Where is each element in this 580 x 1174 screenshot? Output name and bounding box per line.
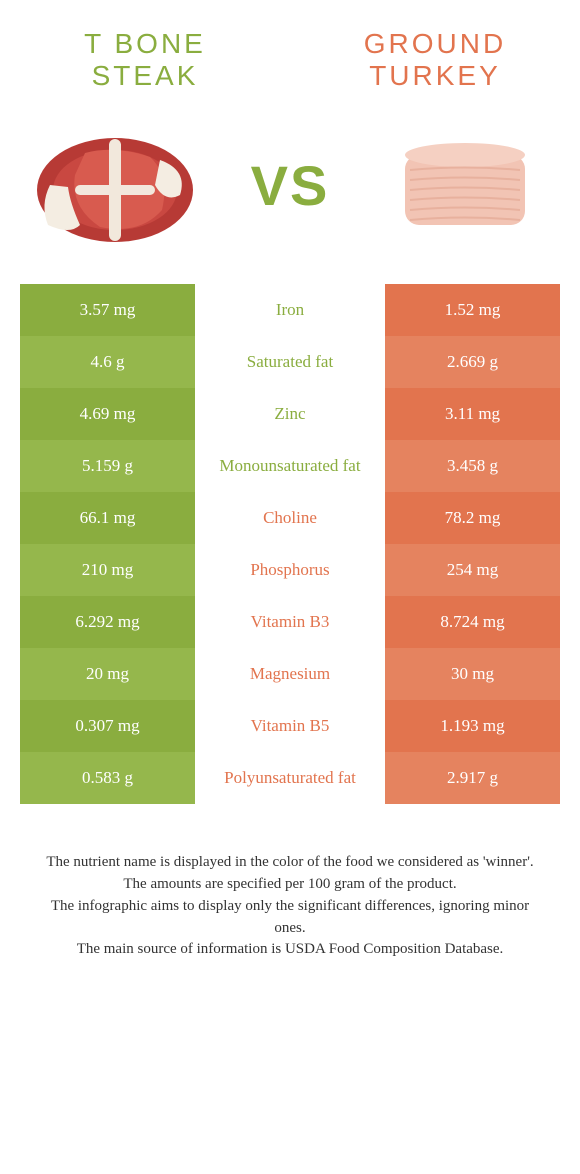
right-value: 1.193 mg: [385, 700, 560, 752]
nutrient-label: Polyunsaturated fat: [195, 752, 385, 804]
left-value: 4.69 mg: [20, 388, 195, 440]
right-food-title: GROUND TURKEY: [290, 28, 580, 92]
right-value: 3.458 g: [385, 440, 560, 492]
vs-label: VS: [251, 153, 330, 218]
nutrient-label: Choline: [195, 492, 385, 544]
footnote-4: The main source of information is USDA F…: [34, 939, 546, 961]
images-row: VS: [0, 92, 580, 284]
left-value: 5.159 g: [20, 440, 195, 492]
nutrient-label: Vitamin B5: [195, 700, 385, 752]
left-food-line2: STEAK: [92, 60, 199, 91]
table-row: 210 mgPhosphorus254 mg: [20, 544, 560, 596]
left-value: 4.6 g: [20, 336, 195, 388]
right-food-line1: GROUND: [364, 28, 506, 59]
nutrient-label: Iron: [195, 284, 385, 336]
left-value: 0.307 mg: [20, 700, 195, 752]
table-row: 5.159 gMonounsaturated fat3.458 g: [20, 440, 560, 492]
table-row: 0.583 gPolyunsaturated fat2.917 g: [20, 752, 560, 804]
table-row: 4.6 gSaturated fat2.669 g: [20, 336, 560, 388]
nutrient-label: Zinc: [195, 388, 385, 440]
table-row: 4.69 mgZinc3.11 mg: [20, 388, 560, 440]
right-value: 3.11 mg: [385, 388, 560, 440]
left-food-image: [20, 110, 210, 260]
right-food-line2: TURKEY: [369, 60, 501, 91]
nutrient-label: Saturated fat: [195, 336, 385, 388]
nutrient-label: Monounsaturated fat: [195, 440, 385, 492]
table-row: 66.1 mgCholine78.2 mg: [20, 492, 560, 544]
nutrient-label: Magnesium: [195, 648, 385, 700]
right-value: 78.2 mg: [385, 492, 560, 544]
right-value: 254 mg: [385, 544, 560, 596]
right-value: 2.917 g: [385, 752, 560, 804]
left-value: 0.583 g: [20, 752, 195, 804]
right-value: 8.724 mg: [385, 596, 560, 648]
table-row: 6.292 mgVitamin B38.724 mg: [20, 596, 560, 648]
left-food-title: T BONE STEAK: [0, 28, 290, 92]
footnotes: The nutrient name is displayed in the co…: [0, 852, 580, 961]
table-row: 0.307 mgVitamin B51.193 mg: [20, 700, 560, 752]
footnote-2: The amounts are specified per 100 gram o…: [34, 874, 546, 896]
left-value: 6.292 mg: [20, 596, 195, 648]
table-row: 3.57 mgIron1.52 mg: [20, 284, 560, 336]
left-value: 3.57 mg: [20, 284, 195, 336]
table-row: 20 mgMagnesium30 mg: [20, 648, 560, 700]
nutrient-label: Phosphorus: [195, 544, 385, 596]
comparison-table: 3.57 mgIron1.52 mg4.6 gSaturated fat2.66…: [20, 284, 560, 804]
right-value: 1.52 mg: [385, 284, 560, 336]
header-row: T BONE STEAK GROUND TURKEY: [0, 0, 580, 92]
right-value: 2.669 g: [385, 336, 560, 388]
left-value: 20 mg: [20, 648, 195, 700]
left-food-line1: T BONE: [84, 28, 206, 59]
right-food-image: [370, 110, 560, 260]
footnote-3: The infographic aims to display only the…: [34, 896, 546, 940]
footnote-1: The nutrient name is displayed in the co…: [34, 852, 546, 874]
left-value: 66.1 mg: [20, 492, 195, 544]
left-value: 210 mg: [20, 544, 195, 596]
nutrient-label: Vitamin B3: [195, 596, 385, 648]
right-value: 30 mg: [385, 648, 560, 700]
